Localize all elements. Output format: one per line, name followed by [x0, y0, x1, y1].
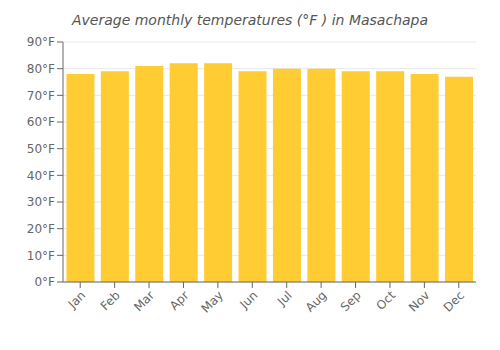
svg-text:Jul: Jul	[274, 288, 295, 309]
svg-text:0°F: 0°F	[34, 275, 55, 289]
svg-text:Dec: Dec	[441, 288, 467, 314]
html-text:Average monthly temperatures (: Average monthly temperatures (°F ) in Ma…	[71, 12, 429, 28]
svg-text:May: May	[199, 288, 226, 315]
svg-text:Sep: Sep	[338, 288, 364, 314]
svg-text:10°F: 10°F	[27, 249, 55, 263]
svg-text:Jan: Jan	[65, 288, 89, 312]
svg-text:30°F: 30°F	[27, 195, 55, 209]
svg-text:Apr: Apr	[167, 288, 192, 313]
svg-text:60°F: 60°F	[27, 115, 55, 129]
svg-text:Jun: Jun	[237, 288, 261, 312]
svg-text:80°F: 80°F	[27, 62, 55, 76]
svg-text:Nov: Nov	[406, 288, 432, 314]
svg-text:Feb: Feb	[98, 288, 123, 313]
svg-text:Oct: Oct	[374, 288, 399, 313]
svg-text:70°F: 70°F	[27, 89, 55, 103]
svg-text:90°F: 90°F	[27, 35, 55, 49]
svg-text:20°F: 20°F	[27, 222, 55, 236]
svg-text:40°F: 40°F	[27, 169, 55, 183]
svg-text:Mar: Mar	[131, 288, 157, 314]
svg-text:50°F: 50°F	[27, 142, 55, 156]
svg-text:Aug: Aug	[303, 288, 329, 314]
